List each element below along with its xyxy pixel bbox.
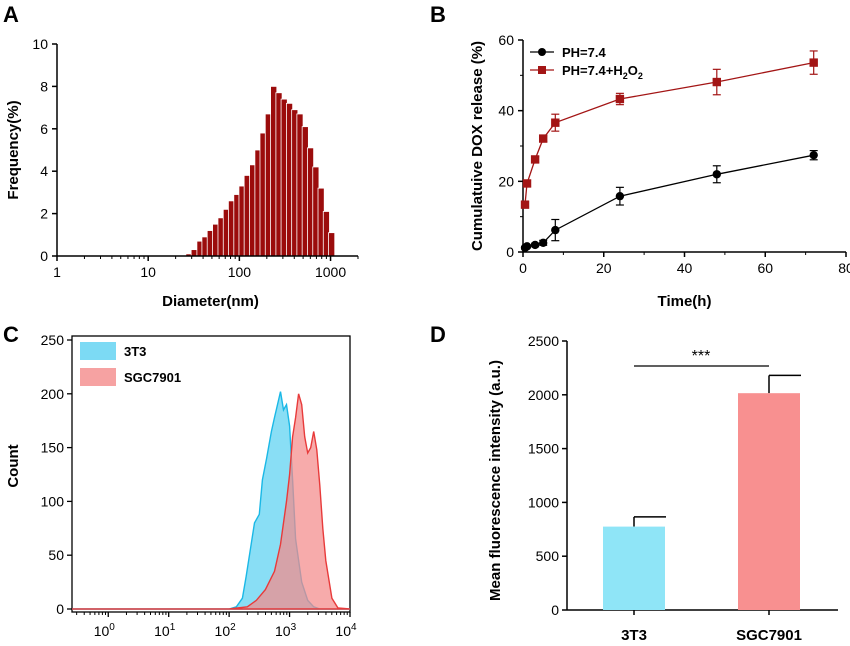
- x-tick-label: 100: [228, 264, 252, 280]
- y-tick-label: 150: [41, 440, 65, 456]
- x-tick-label: 10: [140, 264, 156, 280]
- y-axis-title: Mean fluorescence intensity (a.u.): [487, 360, 504, 601]
- y-tick-label: 250: [41, 332, 65, 348]
- x-tick-label: 0: [519, 260, 527, 276]
- panel-letter-b: B: [430, 2, 446, 27]
- data-point: [522, 242, 532, 251]
- data-point: [615, 94, 625, 104]
- y-axis-title: Frequency(%): [5, 100, 22, 199]
- data-point: [712, 170, 721, 179]
- x-tick-label: 103: [275, 622, 297, 639]
- panel-a: A 0 2 4 6 8 10 1 10 100 1000 Diameter(nm) Frequency(…: [3, 2, 359, 310]
- bar-sgc7901: [738, 393, 800, 610]
- legend-swatch-sgc7901: [80, 368, 116, 386]
- y-tick-label: 50: [48, 547, 64, 563]
- data-point: [538, 134, 548, 143]
- data-point: [809, 58, 818, 67]
- data-point: [538, 238, 548, 248]
- y-tick-label: 2: [40, 206, 48, 222]
- series-ph74-line: [524, 154, 814, 249]
- data-point: [551, 225, 560, 235]
- y-tick-label: 4: [40, 163, 48, 179]
- series-ph74-h2o2-line: [524, 61, 814, 205]
- y-tick-label: 6: [40, 121, 48, 137]
- data-point: [551, 118, 560, 127]
- y-tick-label: 2000: [528, 387, 559, 403]
- data-point: [615, 191, 625, 201]
- y-tick-label: 20: [498, 173, 514, 189]
- y-tick-label: 100: [41, 493, 65, 509]
- y-tick-label: 1500: [528, 441, 559, 457]
- y-tick-label: 200: [41, 386, 65, 402]
- data-point: [530, 240, 540, 250]
- x-tick-label: 20: [596, 260, 612, 276]
- x-tick-label: 80: [838, 260, 850, 276]
- bar-3t3: [603, 526, 665, 610]
- x-tick-label: 1000: [315, 264, 346, 280]
- y-tick-label: 1000: [528, 494, 559, 510]
- y-tick-label: 40: [498, 103, 514, 119]
- y-tick-label: 0: [551, 602, 559, 618]
- x-tick-label: 1: [53, 264, 61, 280]
- y-tick-label: 8: [40, 78, 48, 94]
- x-tick-label: 60: [757, 260, 773, 276]
- x-category-label: 3T3: [621, 627, 647, 644]
- data-point: [712, 77, 721, 87]
- y-tick-label: 2500: [528, 333, 559, 349]
- y-axis-title: Count: [5, 444, 22, 487]
- x-tick-label: 102: [215, 622, 237, 639]
- legend-swatch-3t3: [80, 342, 116, 360]
- significance-label: ***: [692, 348, 711, 365]
- data-point: [530, 155, 540, 164]
- y-tick-label: 60: [498, 32, 514, 48]
- panel-d: D 0 500 1000 1500 2000 2500 3T3 SGC7901 *** Mean f…: [430, 322, 838, 644]
- histogram-sgc7901: [72, 393, 351, 610]
- y-tick-label: 0: [40, 248, 48, 264]
- panel-letter-d: D: [430, 322, 446, 347]
- legend-label-sgc7901: SGC7901: [124, 370, 181, 385]
- legend-marker-ph74-h2o2: [538, 66, 546, 74]
- legend-label-3t3: 3T3: [124, 344, 146, 359]
- size-bar: [328, 232, 336, 257]
- x-tick-label: 100: [94, 622, 116, 639]
- x-tick-label: 104: [335, 622, 357, 639]
- panel-c: C 0 50 100 150 200 250 100 101 102 103 104 3T3 SGC790…: [3, 322, 357, 639]
- y-tick-label: 10: [32, 36, 48, 52]
- x-tick-label: 101: [154, 622, 176, 639]
- x-category-label: SGC7901: [736, 627, 802, 644]
- y-tick-label: 0: [506, 244, 514, 260]
- legend-marker-ph74: [538, 48, 546, 56]
- y-axis-title: Cumulatuive DOX release (%): [469, 41, 486, 251]
- y-tick-label: 500: [536, 548, 560, 564]
- data-point: [809, 150, 818, 160]
- x-tick-label: 40: [677, 260, 693, 276]
- panel-b: B 0 20 40 60 0 20 40 60 80 PH=7.4 PH=7.4+H2O2 Time(h…: [430, 2, 850, 310]
- x-axis-title: Diameter(nm): [162, 293, 259, 310]
- panel-letter-c: C: [3, 322, 19, 347]
- data-point: [522, 179, 532, 188]
- size-bar: [190, 249, 198, 257]
- data-point: [520, 200, 530, 209]
- x-axis-title: Time(h): [658, 293, 712, 310]
- legend-label-ph74-h2o2: PH=7.4+H2O2: [562, 63, 643, 81]
- panel-letter-a: A: [3, 2, 19, 27]
- y-tick-label: 0: [56, 601, 64, 617]
- legend-label-ph74: PH=7.4: [562, 45, 606, 60]
